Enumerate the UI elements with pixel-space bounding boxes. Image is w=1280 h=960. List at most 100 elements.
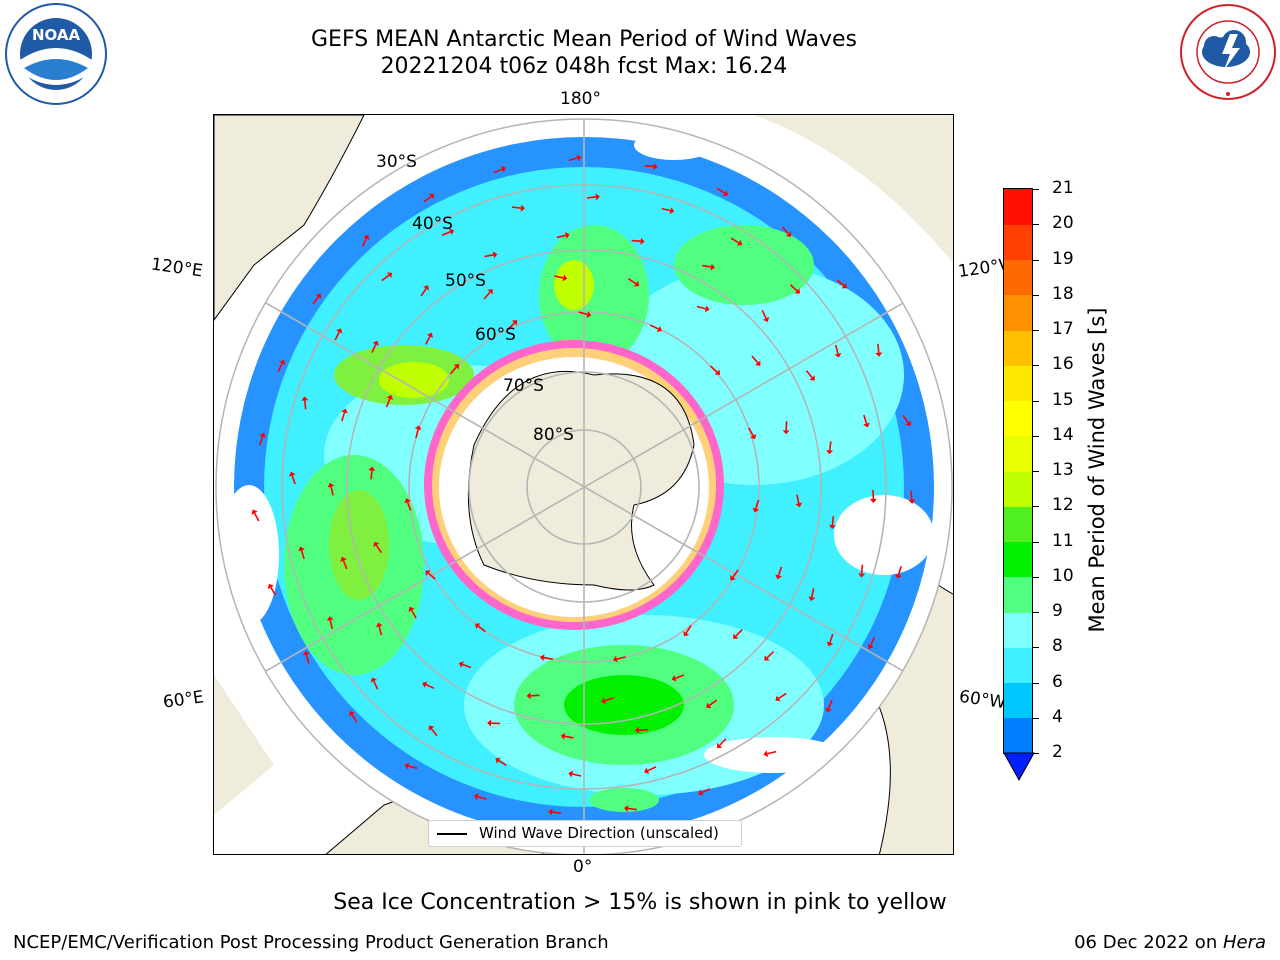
colorbar-tick-mark xyxy=(1033,471,1039,472)
wave-arrow-head xyxy=(520,204,525,212)
colorbar-segment xyxy=(1004,506,1032,542)
wave-arrow-shaft xyxy=(860,564,864,574)
colorbar-segment xyxy=(1004,541,1032,578)
wave-arrow-head xyxy=(408,606,415,612)
wave-arrow-head xyxy=(869,498,877,503)
wave-arrow-shaft xyxy=(661,207,671,212)
lat-label-80s: 80°S xyxy=(533,425,574,445)
wave-arrow-head xyxy=(750,434,757,440)
wave-arrow-shaft xyxy=(805,370,813,379)
wave-arrow-head xyxy=(858,573,866,578)
colorbar-tick-mark xyxy=(1033,294,1039,296)
wave-arrow-head xyxy=(251,509,258,515)
wave-arrow-shaft xyxy=(415,429,419,439)
wave-arrow-head xyxy=(422,681,428,688)
wave-arrow-shaft xyxy=(556,234,566,239)
wave-arrow-head xyxy=(710,263,716,271)
lat-label-50s: 50°S xyxy=(445,271,486,291)
wave-arrow-shaft xyxy=(341,412,346,422)
wave-arrow-shaft xyxy=(493,168,503,174)
wave-arrow-head xyxy=(634,726,640,734)
colorbar-tick-mark xyxy=(1033,506,1039,508)
wave-arrow-head xyxy=(526,692,531,700)
wave-arrow-head xyxy=(568,770,574,778)
wave-arrow-head xyxy=(336,328,343,334)
wave-arrow-shaft xyxy=(498,759,507,767)
wave-arrow-shaft xyxy=(258,436,264,446)
lon-label-120e: 120°E xyxy=(149,254,204,282)
lon-label-60w: 60°W xyxy=(957,686,1008,714)
wave-arrow-shaft xyxy=(761,309,767,319)
wave-arrow-shaft xyxy=(425,683,435,690)
wave-arrow-shaft xyxy=(627,807,638,811)
wave-arrow-shaft xyxy=(586,196,596,199)
colorbar-tick-label: 8 xyxy=(1052,636,1063,657)
wave-arrow-head xyxy=(714,369,721,375)
footer-date: 06 Dec 2022 on Hera xyxy=(1074,932,1266,953)
colorbar-tick-mark xyxy=(1033,682,1039,684)
colorbar-tick-label: 18 xyxy=(1052,283,1074,304)
wave-arrow-head xyxy=(785,231,792,237)
wave-arrow-shaft xyxy=(789,284,798,292)
wave-arrow-head xyxy=(826,449,834,455)
wave-arrow-head xyxy=(733,633,739,639)
wave-arrow-head xyxy=(576,154,582,162)
wave-arrow-shaft xyxy=(449,366,457,375)
wave-arrow-head xyxy=(500,165,507,173)
wave-arrow-shaft xyxy=(627,278,637,285)
wave-arrow-head xyxy=(752,507,760,513)
wave-arrow-head xyxy=(386,394,394,400)
wave-arrow-shaft xyxy=(701,788,711,794)
wave-arrow-shaft xyxy=(329,619,334,630)
colorbar-segment xyxy=(1004,294,1032,331)
colorbar-label: Mean Period of Wind Waves [s] xyxy=(1085,307,1109,633)
wave-arrow-head xyxy=(404,498,411,504)
wave-arrow-shaft xyxy=(507,322,515,330)
wave-arrow-shaft xyxy=(312,296,319,305)
wave-arrow-head xyxy=(298,546,305,552)
wave-arrow-shaft xyxy=(385,398,391,408)
wave-arrow-head xyxy=(656,325,662,333)
wave-arrow-head xyxy=(737,239,743,246)
wind-wave-direction-arrows xyxy=(251,154,916,816)
colorbar-segment xyxy=(1004,189,1032,225)
lon-label-0: 0° xyxy=(573,857,593,877)
colorbar-segment xyxy=(1004,612,1032,648)
wave-arrow-shaft xyxy=(578,311,588,316)
wave-arrow-head xyxy=(764,655,770,661)
wave-arrow-head xyxy=(560,732,566,740)
wave-arrow-shaft xyxy=(370,470,373,480)
colorbar-tick-mark xyxy=(1033,541,1039,543)
wave-arrow-shaft xyxy=(811,588,815,598)
legend-line-swatch xyxy=(437,833,467,835)
wave-arrow-head xyxy=(834,352,842,358)
lat-label-60s: 60°S xyxy=(475,325,516,345)
wave-arrow-shaft xyxy=(685,624,692,634)
wave-arrow-head xyxy=(595,193,600,201)
wave-arrow-shaft xyxy=(716,187,726,194)
legend-label: Wind Wave Direction (unscaled) xyxy=(479,824,719,842)
wave-arrow-head xyxy=(428,193,435,200)
wave-arrow-shaft xyxy=(748,427,754,437)
wave-arrow-head xyxy=(841,282,847,289)
wave-arrow-shaft xyxy=(477,625,486,633)
colorbar-segment xyxy=(1004,435,1032,472)
colorbar-segment xyxy=(1004,717,1032,754)
wave-arrow-head xyxy=(363,234,370,240)
wave-arrow-shaft xyxy=(829,633,834,643)
colorbar-tick-label: 2 xyxy=(1052,742,1063,762)
chart-title: GEFS MEAN Antarctic Mean Period of Wind … xyxy=(311,27,857,52)
wave-arrow-head xyxy=(763,750,769,758)
sea-ice-note: Sea Ice Concentration > 15% is shown in … xyxy=(333,890,947,915)
colorbar-segment xyxy=(1004,471,1032,507)
wave-arrow-shaft xyxy=(702,264,712,268)
wave-arrow-shaft xyxy=(373,680,379,690)
wave-arrow-shaft xyxy=(351,714,358,723)
wave-arrow-head xyxy=(762,316,770,323)
colorbar-tick-mark xyxy=(1033,400,1039,402)
wave-arrow-shaft xyxy=(462,663,472,669)
wave-arrow-head xyxy=(653,163,658,171)
colorbar-tick-label: 19 xyxy=(1052,248,1074,269)
wave-arrow-shaft xyxy=(828,441,832,451)
colorbar-tick-label: 16 xyxy=(1052,354,1074,375)
